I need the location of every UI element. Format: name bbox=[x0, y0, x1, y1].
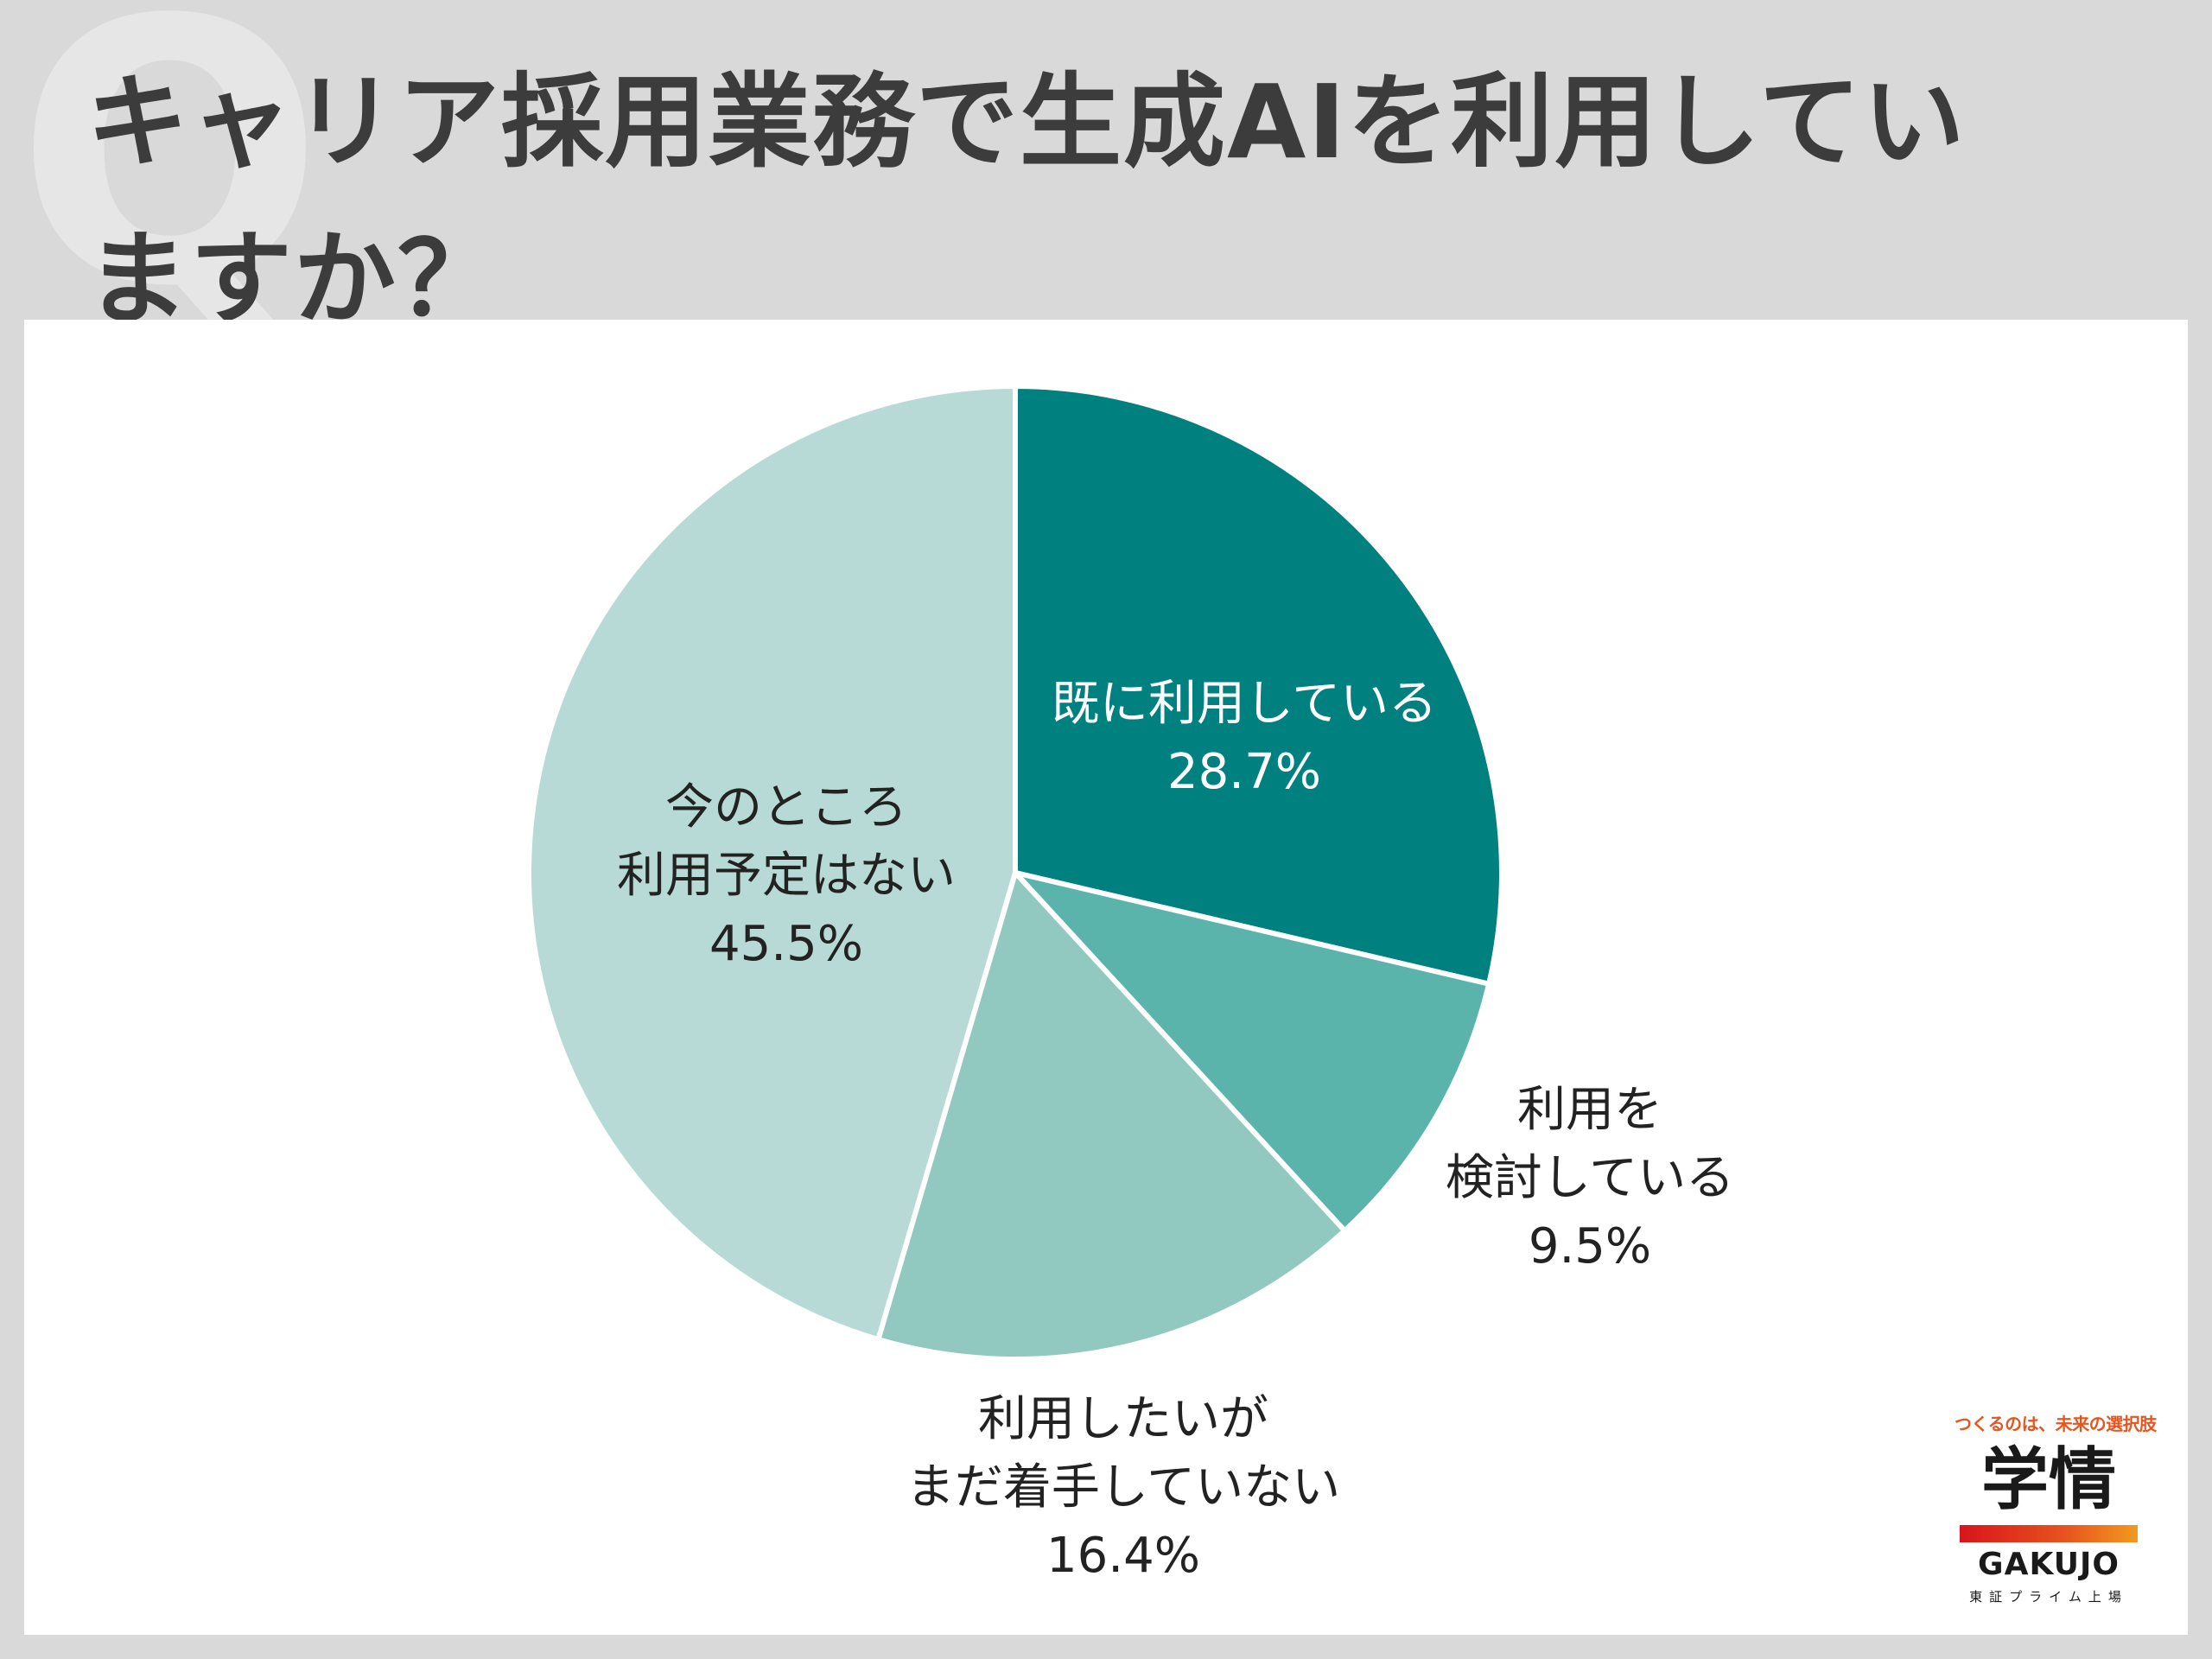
pie-slice-no-plan bbox=[526, 384, 1018, 1343]
brand-bar bbox=[1960, 1525, 2138, 1542]
brand-market: 東証プライム上場 bbox=[1969, 1589, 2128, 1605]
slice-label-line: 今のところ bbox=[665, 779, 907, 836]
pie-slice-want-not-started bbox=[875, 870, 1348, 1362]
slice-value-label: 16.4% bbox=[1046, 1528, 1200, 1584]
slice-label-considering: 利用を 検討している 9.5% bbox=[1365, 1076, 1815, 1281]
slice-value-label: 9.5% bbox=[1528, 1218, 1652, 1274]
slice-label-want-not-started: 利用したいが まだ着手していない 16.4% bbox=[847, 1385, 1400, 1590]
slice-value-label: 28.7% bbox=[1167, 744, 1321, 800]
brand-kanji: 学情 bbox=[1980, 1441, 2116, 1519]
pie-slice-already-using bbox=[1013, 384, 1504, 987]
brand-roman: GAKUJO bbox=[1978, 1547, 2120, 1582]
pie-slice-considering bbox=[1013, 870, 1492, 1234]
slice-label-line: 利用を bbox=[1517, 1082, 1662, 1138]
slice-label-no-plan: 今のところ 利用予定はない 45.5% bbox=[562, 773, 1011, 978]
slice-label-line: 検討している bbox=[1445, 1150, 1735, 1206]
slice-label-line: まだ着手していない bbox=[906, 1459, 1341, 1516]
slice-label-line: 既に利用している bbox=[1051, 676, 1438, 732]
slice-label-line: 利用したいが bbox=[978, 1391, 1268, 1447]
slice-label-already-using: 既に利用している 28.7% bbox=[1020, 670, 1469, 806]
slice-label-line: 利用予定はない bbox=[617, 848, 956, 904]
page-title: キャリア採用業務で生成AIを利用していますか？ bbox=[86, 62, 1967, 339]
slice-value-label: 45.5% bbox=[709, 916, 863, 972]
question-mark-watermark: Q bbox=[16, 0, 325, 366]
brand-tagline: つくるのは、未来の選択肢 bbox=[1955, 1414, 2157, 1434]
gakujo-logo: つくるのは、未来の選択肢 学情 GAKUJO 東証プライム上場 bbox=[1955, 1410, 2157, 1605]
